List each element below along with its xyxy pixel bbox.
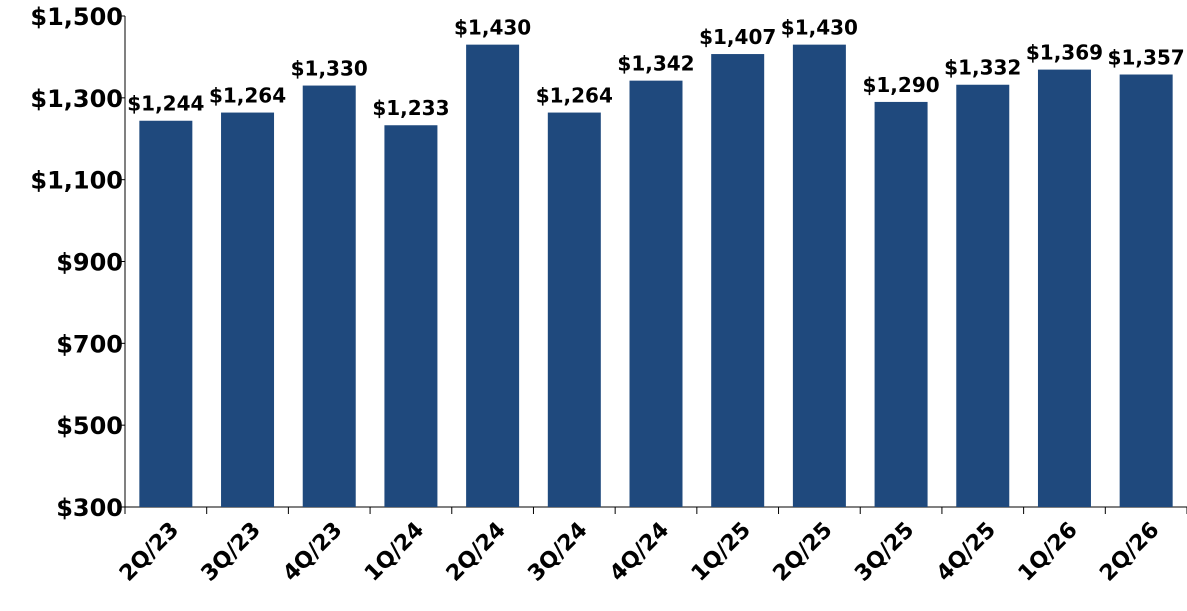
x-tick-label: 4Q/25 — [932, 518, 1001, 587]
y-axis: $300 $500 $700 $900 $1,100 $1,300 $1,500 — [30, 3, 126, 522]
data-label: $1,264 — [209, 84, 286, 108]
bar — [466, 44, 520, 508]
x-tick-label: 1Q/26 — [1014, 518, 1083, 587]
y-tick-label: $1,300 — [30, 85, 123, 113]
data-label: $1,290 — [862, 73, 939, 97]
data-label: $1,357 — [1108, 46, 1185, 70]
bar — [302, 85, 356, 507]
x-tick-label: 2Q/25 — [769, 518, 838, 587]
bar — [629, 80, 683, 508]
bar — [792, 44, 846, 508]
x-axis: 2Q/23 3Q/23 4Q/23 1Q/24 2Q/24 3Q/24 4Q/24 1Q/25… — [115, 506, 1187, 587]
data-labels: $1,244 $1,264$1,330$1,233$1,430$1,264$1,3… — [127, 16, 1184, 121]
bar — [139, 120, 193, 507]
bars — [139, 44, 1173, 508]
bar — [221, 112, 275, 508]
x-tick-label: 1Q/24 — [360, 518, 429, 587]
bar — [384, 125, 438, 507]
data-label: $1,342 — [617, 52, 694, 76]
y-tick-label: $1,100 — [30, 167, 123, 195]
x-tick-label: 3Q/25 — [850, 518, 919, 587]
x-tick-label: 1Q/25 — [687, 518, 756, 587]
bar — [711, 54, 765, 508]
data-label: $1,407 — [699, 25, 776, 49]
bar — [1037, 69, 1091, 507]
data-label: $1,430 — [454, 16, 531, 40]
x-tick-label: 3Q/24 — [523, 518, 592, 587]
y-tick-label: $700 — [56, 330, 123, 358]
y-tick-label: $900 — [56, 249, 123, 277]
y-tick-label: $500 — [56, 412, 123, 440]
x-tick-label: 2Q/24 — [442, 518, 511, 587]
x-tick-label: 2Q/26 — [1095, 518, 1164, 587]
data-label: $1,369 — [1026, 41, 1103, 65]
data-label: $1,330 — [291, 57, 368, 81]
y-tick-label: $1,500 — [30, 3, 123, 31]
y-tick-label: $300 — [56, 494, 123, 522]
bar — [547, 112, 601, 508]
data-label: $1,332 — [944, 56, 1021, 80]
x-tick-label: 4Q/23 — [278, 518, 347, 587]
x-tick-label: 2Q/23 — [115, 518, 184, 587]
bar — [874, 101, 928, 508]
x-tick-label: 3Q/23 — [197, 518, 266, 587]
data-label: $1,264 — [536, 84, 613, 108]
bar — [1119, 74, 1173, 507]
x-tick-label: 4Q/24 — [605, 518, 674, 587]
data-label: $1,244 — [127, 92, 204, 116]
data-label: $1,430 — [781, 16, 858, 40]
data-label: $1,233 — [372, 96, 449, 120]
bar — [956, 84, 1010, 508]
